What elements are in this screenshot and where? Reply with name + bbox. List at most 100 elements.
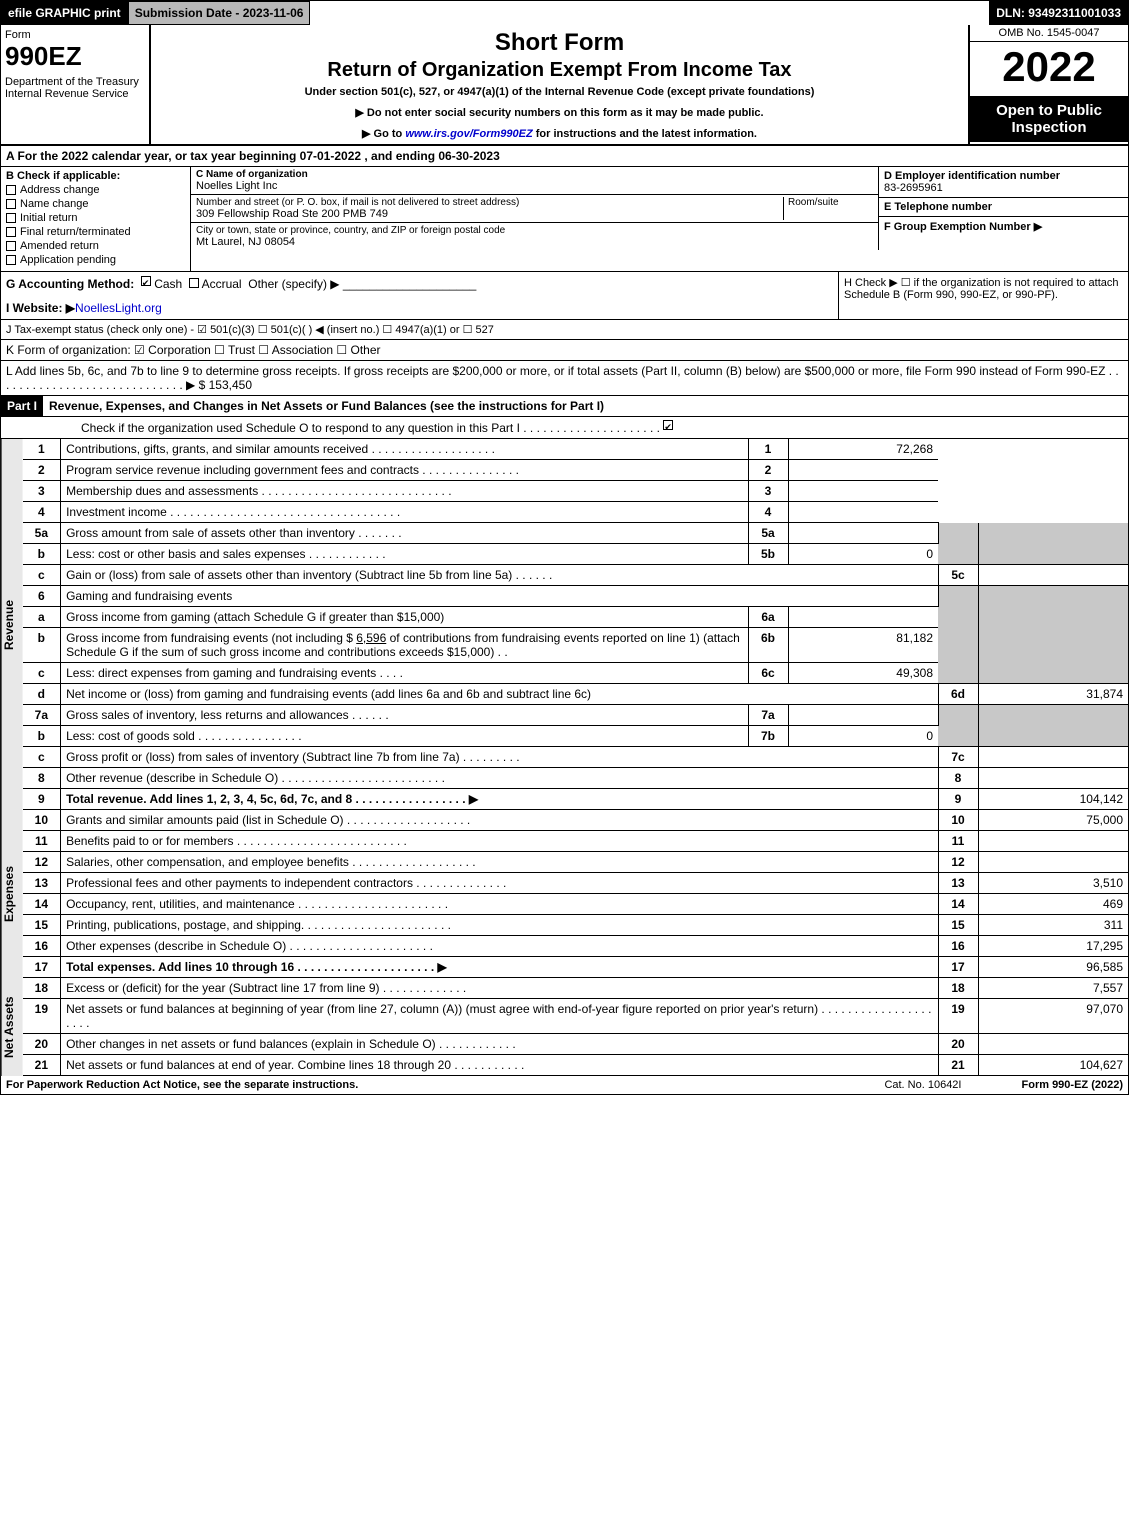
ein-value: 83-2695961 — [884, 182, 943, 194]
form-word: Form — [5, 29, 145, 41]
line-14: 14Occupancy, rent, utilities, and mainte… — [23, 894, 1128, 915]
efile-print-label: efile GRAPHIC print — [1, 1, 128, 25]
line-15: 15Printing, publications, postage, and s… — [23, 915, 1128, 936]
total-revenue-value: 104,142 — [978, 789, 1128, 810]
section-e-phone: E Telephone number — [879, 198, 1128, 217]
header-center: Short Form Return of Organization Exempt… — [151, 25, 968, 144]
part-1-title: Revenue, Expenses, and Changes in Net As… — [43, 396, 1128, 416]
line-2: 2Program service revenue including gover… — [23, 460, 1128, 481]
line-3: 3Membership dues and assessments . . . .… — [23, 481, 1128, 502]
line-17: 17Total expenses. Add lines 10 through 1… — [23, 957, 1128, 978]
section-h: H Check ▶ ☐ if the organization is not r… — [838, 272, 1128, 319]
section-a-tax-year: A For the 2022 calendar year, or tax yea… — [1, 146, 1128, 167]
line-7c: cGross profit or (loss) from sales of in… — [23, 747, 1128, 768]
line-9: 9Total revenue. Add lines 1, 2, 3, 4, 5c… — [23, 789, 1128, 810]
expenses-section: Expenses 10Grants and similar amounts pa… — [1, 810, 1128, 978]
revenue-vertical-label: Revenue — [1, 439, 23, 810]
form-header: Form 990EZ Department of the Treasury In… — [1, 25, 1128, 146]
cb-accrual[interactable] — [189, 278, 199, 288]
line-6d: dNet income or (loss) from gaming and fu… — [23, 684, 1128, 705]
form-container: efile GRAPHIC print Submission Date - 20… — [0, 0, 1129, 1095]
street-row: Number and street (or P. O. box, if mail… — [191, 195, 878, 223]
cb-name-change[interactable]: Name change — [6, 198, 185, 210]
total-expenses-value: 96,585 — [978, 957, 1128, 978]
form-id-footer: Form 990-EZ (2022) — [1022, 1079, 1124, 1091]
omb-number: OMB No. 1545-0047 — [970, 25, 1128, 42]
line-7a: 7aGross sales of inventory, less returns… — [23, 705, 1128, 726]
line-12: 12Salaries, other compensation, and empl… — [23, 852, 1128, 873]
line-5c: cGain or (loss) from sale of assets othe… — [23, 565, 1128, 586]
line-4: 4Investment income . . . . . . . . . . .… — [23, 502, 1128, 523]
header-right: OMB No. 1545-0047 2022 Open to Public In… — [968, 25, 1128, 144]
form-subtitle: Under section 501(c), 527, or 4947(a)(1)… — [159, 86, 960, 98]
tax-year: 2022 — [970, 42, 1128, 92]
part-1-schedule-o-check: Check if the organization used Schedule … — [1, 417, 1128, 439]
part-1-badge: Part I — [1, 396, 43, 416]
line-6d-value: 31,874 — [978, 684, 1128, 705]
irs-link[interactable]: www.irs.gov/Form990EZ — [405, 128, 532, 140]
expenses-vertical-label: Expenses — [1, 810, 23, 978]
section-f-group: F Group Exemption Number ▶ — [879, 217, 1128, 236]
gross-receipts-value: 153,450 — [209, 378, 252, 392]
revenue-section: Revenue 1Contributions, gifts, grants, a… — [1, 439, 1128, 810]
net-assets-section: Net Assets 18Excess or (deficit) for the… — [1, 978, 1128, 1076]
org-name-row: C Name of organization Noelles Light Inc — [191, 167, 878, 195]
cb-schedule-o[interactable] — [663, 420, 673, 430]
revenue-table: 1Contributions, gifts, grants, and simil… — [23, 439, 1128, 810]
cb-initial-return[interactable]: Initial return — [6, 212, 185, 224]
website-link[interactable]: NoellesLight.org — [75, 301, 162, 315]
net-assets-end-value: 104,627 — [978, 1055, 1128, 1076]
line-8: 8Other revenue (describe in Schedule O) … — [23, 768, 1128, 789]
instructions-link-row: ▶ Go to www.irs.gov/Form990EZ for instru… — [159, 127, 960, 140]
sections-b-through-f: B Check if applicable: Address change Na… — [1, 167, 1128, 272]
cb-address-change[interactable]: Address change — [6, 184, 185, 196]
street-value: 309 Fellowship Road Ste 200 PMB 749 — [196, 208, 783, 220]
line-13: 13Professional fees and other payments t… — [23, 873, 1128, 894]
submission-date: Submission Date - 2023-11-06 — [128, 1, 311, 25]
ssn-warning: ▶ Do not enter social security numbers o… — [159, 106, 960, 119]
line-6: 6Gaming and fundraising events — [23, 586, 1128, 607]
section-g-accounting: G Accounting Method: Cash Accrual Other … — [1, 272, 838, 319]
line-19: 19Net assets or fund balances at beginni… — [23, 999, 1128, 1034]
paperwork-notice: For Paperwork Reduction Act Notice, see … — [6, 1079, 358, 1091]
cb-cash[interactable] — [141, 276, 151, 286]
public-inspection-badge: Open to Public Inspection — [970, 96, 1128, 142]
line-5a: 5aGross amount from sale of assets other… — [23, 523, 1128, 544]
sections-g-h: G Accounting Method: Cash Accrual Other … — [1, 272, 1128, 320]
form-title-short: Short Form — [159, 29, 960, 57]
catalog-number: Cat. No. 10642I — [884, 1079, 961, 1091]
cb-application-pending[interactable]: Application pending — [6, 254, 185, 266]
section-j-tax-exempt: J Tax-exempt status (check only one) - ☑… — [1, 320, 1128, 340]
cb-final-return[interactable]: Final return/terminated — [6, 226, 185, 238]
cb-amended-return[interactable]: Amended return — [6, 240, 185, 252]
form-title-main: Return of Organization Exempt From Incom… — [159, 59, 960, 82]
org-name-value: Noelles Light Inc — [196, 180, 873, 192]
sections-d-e-f: D Employer identification number 83-2695… — [878, 167, 1128, 250]
expenses-table: 10Grants and similar amounts paid (list … — [23, 810, 1128, 978]
department-label: Department of the Treasury Internal Reve… — [5, 76, 145, 100]
section-b-header: B Check if applicable: — [6, 170, 185, 182]
line-16: 16Other expenses (describe in Schedule O… — [23, 936, 1128, 957]
section-b: B Check if applicable: Address change Na… — [1, 167, 191, 271]
sections-c-d-e-f: C Name of organization Noelles Light Inc… — [191, 167, 1128, 271]
section-c: C Name of organization Noelles Light Inc… — [191, 167, 878, 250]
section-k-org-form: K Form of organization: ☑ Corporation ☐ … — [1, 340, 1128, 361]
section-d-ein: D Employer identification number 83-2695… — [879, 167, 1128, 198]
line-1-value: 72,268 — [788, 439, 938, 460]
part-1-header-row: Part I Revenue, Expenses, and Changes in… — [1, 396, 1128, 417]
net-assets-table: 18Excess or (deficit) for the year (Subt… — [23, 978, 1128, 1076]
line-11: 11Benefits paid to or for members . . . … — [23, 831, 1128, 852]
line-21: 21Net assets or fund balances at end of … — [23, 1055, 1128, 1076]
section-l-gross-receipts: L Add lines 5b, 6c, and 7b to line 9 to … — [1, 361, 1128, 396]
line-1: 1Contributions, gifts, grants, and simil… — [23, 439, 1128, 460]
dln-number: DLN: 93492311001033 — [989, 1, 1128, 25]
page-footer: For Paperwork Reduction Act Notice, see … — [1, 1076, 1128, 1094]
line-18: 18Excess or (deficit) for the year (Subt… — [23, 978, 1128, 999]
city-value: Mt Laurel, NJ 08054 — [196, 236, 873, 248]
form-number: 990EZ — [5, 41, 145, 72]
header-left: Form 990EZ Department of the Treasury In… — [1, 25, 151, 144]
net-assets-vertical-label: Net Assets — [1, 978, 23, 1076]
line-20: 20Other changes in net assets or fund ba… — [23, 1034, 1128, 1055]
city-row: City or town, state or province, country… — [191, 223, 878, 250]
line-10: 10Grants and similar amounts paid (list … — [23, 810, 1128, 831]
